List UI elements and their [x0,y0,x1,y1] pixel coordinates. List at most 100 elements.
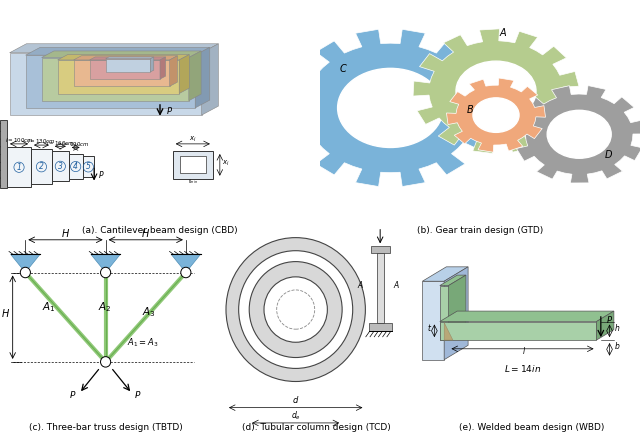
Polygon shape [170,56,177,86]
Polygon shape [447,78,545,152]
Text: $x_i$: $x_i$ [189,135,196,144]
Text: $P$: $P$ [166,105,173,116]
Text: $P$: $P$ [68,389,76,400]
Text: $l$: $l$ [522,345,527,356]
Polygon shape [10,44,218,53]
Text: $H$: $H$ [61,227,70,238]
Circle shape [249,262,342,358]
Text: $l=130cm$: $l=130cm$ [28,137,56,145]
Polygon shape [91,254,120,272]
Text: $l=190cm$: $l=190cm$ [61,140,90,148]
Polygon shape [179,54,189,93]
Bar [31,150,52,184]
Polygon shape [413,29,579,153]
Text: $l=100cm$: $l=100cm$ [5,136,33,144]
Circle shape [100,267,111,278]
Circle shape [264,277,328,342]
Text: $t$: $t$ [427,322,432,333]
Polygon shape [26,55,195,108]
Text: (a). Cantilever beam design (CBD): (a). Cantilever beam design (CBD) [82,226,238,235]
Polygon shape [444,323,453,340]
Text: $A_1$: $A_1$ [42,301,56,314]
Text: 3: 3 [58,162,63,171]
Text: $P$: $P$ [97,169,104,180]
Circle shape [226,238,365,382]
Polygon shape [440,322,596,340]
Polygon shape [42,58,189,101]
Polygon shape [10,254,40,272]
Bar [69,154,83,179]
Bar [173,151,212,179]
Text: $l=160cm$: $l=160cm$ [46,139,75,146]
Text: $H$: $H$ [1,307,10,319]
Polygon shape [596,311,614,340]
Text: (e). Welded beam design (WBD): (e). Welded beam design (WBD) [458,422,604,432]
Bar [369,323,392,331]
Polygon shape [449,275,466,340]
Circle shape [547,110,611,158]
Polygon shape [440,286,449,340]
Polygon shape [58,54,189,60]
Polygon shape [74,60,170,86]
Polygon shape [74,56,177,60]
Text: $d_e$: $d_e$ [291,409,301,422]
Bar [371,246,390,253]
Polygon shape [444,267,468,360]
Polygon shape [58,60,179,93]
Circle shape [100,357,111,367]
Circle shape [338,68,444,147]
Polygon shape [285,29,495,187]
Text: (b). Gear train design (GTD): (b). Gear train design (GTD) [417,226,543,235]
Polygon shape [422,267,468,281]
Polygon shape [90,57,166,60]
Polygon shape [440,275,466,286]
Text: $x_i$: $x_i$ [223,159,230,168]
Text: $L=14in$: $L=14in$ [504,363,541,374]
Text: $A_1 = A_3$: $A_1 = A_3$ [127,337,158,349]
Bar [52,151,69,181]
Text: $A_2$: $A_2$ [98,301,112,314]
Polygon shape [106,59,150,72]
Bar [180,157,206,174]
Polygon shape [90,60,160,79]
Polygon shape [42,51,201,58]
Text: A: A [394,281,399,290]
Polygon shape [160,57,166,79]
Text: $h$: $h$ [614,322,620,333]
Text: 5: 5 [86,162,91,171]
Polygon shape [26,48,210,55]
Polygon shape [106,57,154,59]
Circle shape [456,61,536,121]
Text: $P$: $P$ [606,313,613,325]
Text: $t_{min}$: $t_{min}$ [188,177,198,186]
Polygon shape [514,85,640,183]
Text: D: D [605,150,612,160]
Text: C: C [339,64,346,74]
Polygon shape [10,53,202,115]
Text: (d). Tubular column design (TCD): (d). Tubular column design (TCD) [243,422,391,432]
Text: 2: 2 [39,162,44,171]
Circle shape [20,267,31,278]
Polygon shape [150,57,154,72]
Bar [377,253,383,323]
Circle shape [473,98,519,133]
Bar [83,157,94,177]
Text: $P$: $P$ [134,389,141,400]
Text: $A_3$: $A_3$ [141,305,156,319]
Circle shape [180,267,191,278]
Polygon shape [422,281,444,360]
Text: 4: 4 [73,162,78,171]
Text: B: B [467,105,474,115]
Text: A: A [357,281,362,290]
Polygon shape [202,44,218,115]
Text: $b$: $b$ [614,341,620,351]
Polygon shape [195,48,210,108]
Polygon shape [440,311,614,322]
Text: (c). Three-bar truss design (TBTD): (c). Three-bar truss design (TBTD) [29,422,182,432]
Bar [7,147,31,187]
Text: $d$: $d$ [292,394,300,405]
Text: $H$: $H$ [141,227,150,238]
Text: 1: 1 [17,163,22,172]
Text: A: A [499,28,506,38]
Circle shape [276,290,315,329]
